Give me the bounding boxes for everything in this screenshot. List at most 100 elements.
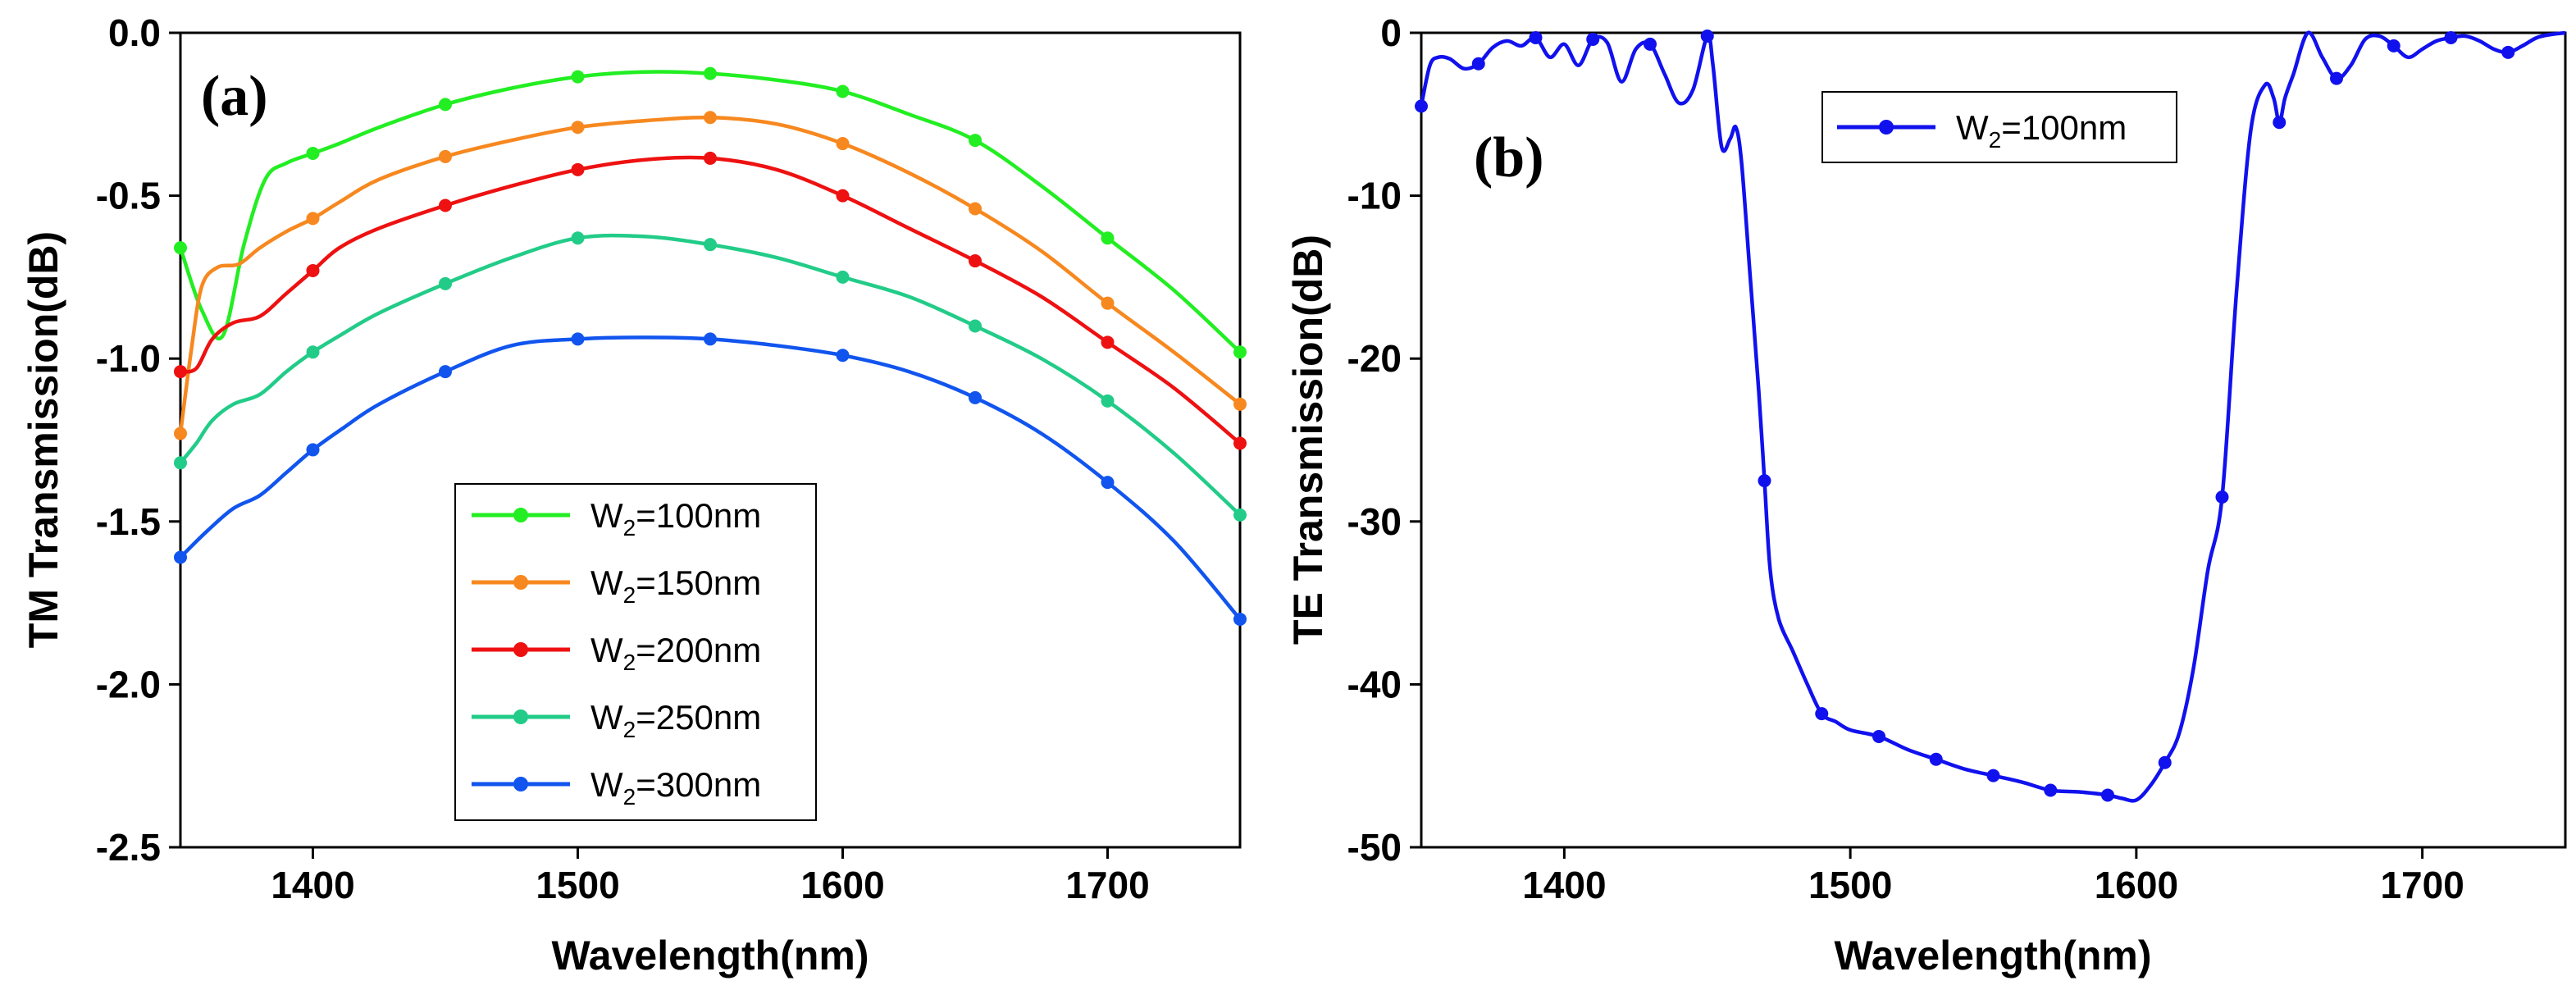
data-point — [969, 134, 982, 148]
legend-swatch-marker — [513, 575, 528, 590]
panel-b-y-ticks: 0 -10 -20 -30 -40 -50 — [1347, 11, 1421, 869]
x-tick-label: 1400 — [271, 864, 354, 906]
panel-a-x-ticks: 1400 1500 1600 1700 — [271, 847, 1150, 906]
data-point — [439, 365, 452, 379]
panel-b-y-axis-title: TE Transmission(dB) — [1285, 235, 1331, 645]
data-point — [439, 276, 452, 290]
series-line-w2-200nm — [180, 155, 1242, 445]
data-point — [2273, 116, 2286, 130]
panel-b-label: (b) — [1474, 126, 1544, 189]
y-tick-label: -50 — [1347, 826, 1402, 869]
data-point — [836, 349, 850, 363]
data-point — [571, 231, 585, 245]
data-point — [1986, 769, 2000, 782]
x-tick-label: 1600 — [800, 864, 884, 906]
data-point — [306, 443, 320, 457]
x-tick-label: 1500 — [1808, 864, 1892, 906]
x-tick-label: 1500 — [536, 864, 619, 906]
y-tick-label: -1.5 — [96, 500, 161, 543]
data-point — [2158, 755, 2172, 769]
data-point — [1929, 752, 1943, 766]
data-point — [306, 345, 320, 359]
y-tick-label: -1.0 — [96, 337, 161, 380]
data-point — [969, 319, 982, 333]
panel-b-legend: W2=100nm — [1821, 91, 2177, 163]
y-tick-label: -2.0 — [96, 663, 161, 705]
data-point — [704, 111, 717, 125]
data-point — [306, 146, 320, 160]
series-line-w2-250nm — [179, 233, 1242, 517]
x-tick-label: 1600 — [2095, 864, 2178, 906]
data-point — [439, 149, 452, 163]
data-point — [174, 456, 187, 470]
y-tick-label: -20 — [1347, 337, 1402, 380]
legend-label: W2=150nm — [590, 563, 761, 608]
legend-swatch-marker — [513, 709, 528, 724]
panel-a-legend: W2=100nm W2=150nm W2=200nm W2=250nm W2=300nm — [454, 483, 817, 821]
x-tick-label: 1400 — [1522, 864, 1606, 906]
legend-label: W2=250nm — [590, 698, 761, 742]
y-tick-label: -10 — [1347, 175, 1402, 217]
data-point — [1415, 99, 1428, 113]
legend-swatch-marker — [513, 508, 528, 522]
data-point — [2387, 39, 2400, 52]
panel-a-y-axis-title: TM Transmission(dB) — [21, 231, 66, 648]
y-tick-label: -30 — [1347, 500, 1402, 543]
series-line-w2-100nm — [1419, 30, 2566, 803]
data-point — [2101, 788, 2114, 802]
data-point — [174, 427, 187, 440]
data-point — [836, 84, 850, 98]
data-point — [439, 198, 452, 212]
data-point — [571, 70, 585, 84]
data-point — [969, 390, 982, 404]
data-point — [836, 137, 850, 151]
data-point — [1872, 729, 1885, 743]
data-point — [1644, 37, 1657, 51]
data-point — [306, 263, 320, 277]
y-tick-label: -40 — [1347, 663, 1402, 705]
data-point — [836, 270, 850, 284]
data-point — [2044, 783, 2058, 797]
data-point — [1101, 231, 1115, 245]
data-point — [1101, 335, 1115, 349]
panel-a-series — [174, 66, 1247, 626]
data-point — [571, 121, 585, 135]
panel-a-y-ticks: 0.0 -0.5 -1.0 -1.5 -2.0 -2.5 — [96, 11, 180, 869]
data-point — [174, 365, 187, 379]
series-line-w2-300nm — [179, 335, 1242, 621]
data-point — [1101, 476, 1115, 490]
y-tick-label: 0 — [1380, 11, 1402, 54]
legend-label: W2=100nm — [1956, 108, 2127, 153]
panel-b-x-axis-title: Wavelength(nm) — [1834, 933, 2151, 978]
data-point — [704, 238, 717, 252]
data-point — [571, 332, 585, 346]
data-point — [439, 98, 452, 112]
data-point — [1101, 394, 1115, 408]
legend-label: W2=200nm — [590, 631, 761, 675]
data-point — [2330, 71, 2343, 85]
x-tick-label: 1700 — [2380, 864, 2464, 906]
data-point — [306, 212, 320, 226]
y-tick-label: 0.0 — [108, 11, 161, 54]
series-line-w2-150nm — [178, 115, 1242, 434]
data-point — [571, 162, 585, 176]
data-point — [2215, 490, 2229, 504]
legend-swatch-marker — [513, 777, 528, 791]
data-point — [969, 202, 982, 216]
data-point — [1529, 30, 1543, 44]
panel-b-chart: 1400 1500 1600 1700 0 -10 -20 -30 -40 -50 (b) Wa… — [1285, 11, 2567, 978]
panel-a-label: (a) — [201, 65, 268, 128]
panel-a-chart: 1400 1500 1600 1700 0.0 -0.5 -1.0 -1.5 -2.0 -2.5… — [21, 11, 1247, 978]
data-point — [704, 151, 717, 165]
legend-swatch-marker — [513, 642, 528, 657]
data-point — [1815, 707, 1829, 721]
data-point — [1233, 397, 1247, 411]
panel-b-plot-frame — [1420, 31, 2567, 849]
panel-b-series — [1415, 29, 2566, 803]
data-point — [1758, 474, 1771, 488]
data-point — [174, 241, 187, 255]
data-point — [1233, 345, 1247, 359]
data-point — [704, 66, 717, 80]
data-point — [1233, 436, 1247, 450]
